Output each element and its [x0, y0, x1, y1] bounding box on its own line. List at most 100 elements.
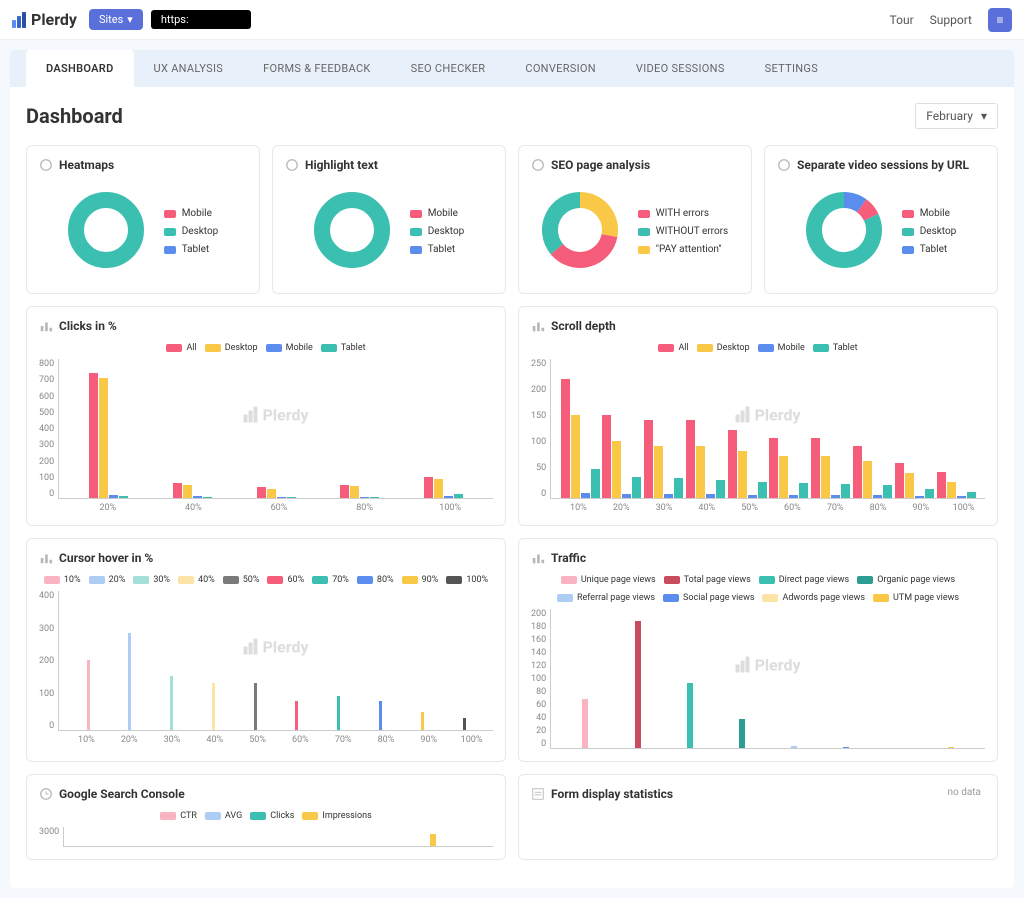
plot	[63, 827, 493, 847]
bar-row-2: Cursor hover in % 10%20%30%40%50%60%70%8…	[26, 538, 998, 762]
card-icon	[531, 551, 545, 565]
legend-item: 90%	[402, 575, 439, 585]
bar	[654, 446, 663, 498]
dashboard-page: Dashboard February ▾ Heatmaps MobileDesk…	[10, 87, 1014, 888]
bar	[821, 456, 830, 498]
legend-item: UTM page views	[873, 593, 959, 603]
legend-item: Tablet	[164, 241, 219, 259]
card-icon	[531, 319, 545, 333]
support-link[interactable]: Support	[930, 13, 972, 27]
legend-item: 80%	[357, 575, 394, 585]
period-value: February	[926, 109, 973, 123]
tab-conv[interactable]: CONVERSION	[505, 50, 616, 87]
legend-item: WITH errors	[638, 205, 728, 223]
bar-group	[360, 701, 402, 730]
clicks-card: Clicks in % AllDesktopMobileTablet 80070…	[26, 306, 506, 526]
bar	[706, 494, 715, 498]
legend-item: Mobile	[902, 205, 957, 223]
plot: Plerdy	[550, 359, 985, 499]
card-title: Cursor hover in %	[39, 551, 493, 565]
legend-item: Tablet	[321, 343, 366, 353]
chart-area: 3000	[39, 827, 493, 847]
bar	[791, 746, 797, 748]
legend-item: 60%	[267, 575, 304, 585]
bar	[738, 451, 747, 498]
legend-item: 10%	[44, 575, 81, 585]
legend-item: CTR	[160, 811, 197, 821]
y-axis: 200180160140120100806040200	[531, 609, 550, 749]
site-url-field[interactable]: https:	[151, 10, 251, 29]
bar	[193, 496, 202, 498]
legend-item: Referral page views	[557, 593, 655, 603]
bar	[739, 719, 745, 748]
bar	[99, 378, 108, 498]
legend-item: Mobile	[266, 343, 313, 353]
form-icon	[531, 787, 545, 801]
bar	[895, 463, 904, 498]
card-title: Heatmaps	[39, 158, 247, 172]
bar-group	[276, 701, 318, 730]
chart-legend: AllDesktopMobileTablet	[531, 343, 985, 353]
bar	[454, 494, 463, 498]
bar-group	[716, 719, 768, 748]
donut-legend: MobileDesktopTablet	[410, 205, 465, 259]
donut-legend: MobileDesktopTablet	[164, 205, 219, 259]
bar	[337, 696, 340, 730]
bar	[183, 485, 192, 498]
legend-item: Adwords page views	[762, 593, 865, 603]
tour-link[interactable]: Tour	[890, 13, 914, 27]
bar	[716, 480, 725, 498]
legend-item: All	[166, 343, 196, 353]
legend-item: Tablet	[902, 241, 957, 259]
bar	[561, 379, 570, 498]
bar-group	[768, 438, 810, 498]
legend-item: Mobile	[758, 343, 805, 353]
tab-settings[interactable]: SETTINGS	[745, 50, 838, 87]
bar	[948, 747, 954, 748]
card-title: Highlight text	[285, 158, 493, 172]
scroll-card: Scroll depth AllDesktopMobileTablet 2502…	[518, 306, 998, 526]
legend-item: 20%	[89, 575, 126, 585]
tab-seo[interactable]: SEO CHECKER	[391, 50, 506, 87]
tab-dashboard[interactable]: DASHBOARD	[26, 50, 134, 87]
bar-row-1: Clicks in % AllDesktopMobileTablet 80070…	[26, 306, 998, 526]
gsc-card: Google Search Console CTRAVGClicksImpres…	[26, 774, 506, 860]
donut-row: Heatmaps MobileDesktopTablet Highlight t…	[26, 145, 998, 294]
legend-item: 70%	[312, 575, 349, 585]
bar-group	[401, 477, 485, 498]
plot: Plerdy	[58, 591, 493, 731]
card-icon	[39, 158, 53, 172]
card-icon	[777, 158, 791, 172]
bar-group	[151, 483, 235, 498]
bar	[853, 446, 862, 498]
traffic-card: Traffic Unique page viewsTotal page view…	[518, 538, 998, 762]
tab-forms[interactable]: FORMS & FEEDBACK	[243, 50, 391, 87]
seo-card: SEO page analysis WITH errorsWITHOUT err…	[518, 145, 752, 294]
donut-legend: MobileDesktopTablet	[902, 205, 957, 259]
legend-item: 50%	[223, 575, 260, 585]
bar	[758, 482, 767, 498]
bar-row-3: Google Search Console CTRAVGClicksImpres…	[26, 774, 998, 860]
x-axis: 10%20%30%40%50%60%70%80%90%100%	[531, 503, 985, 513]
bar-group	[234, 487, 318, 498]
legend-item: Clicks	[250, 811, 294, 821]
bar-group	[810, 438, 852, 498]
bar	[257, 487, 266, 498]
tab-ux[interactable]: UX ANALYSIS	[134, 50, 244, 87]
y-axis: 3000	[39, 827, 63, 847]
chart-area: 200180160140120100806040200 Plerdy	[531, 609, 985, 749]
bar-group	[234, 683, 276, 730]
bar	[119, 496, 128, 498]
sites-dropdown[interactable]: Sites ▾	[89, 9, 143, 30]
bar	[831, 495, 840, 498]
period-select[interactable]: February ▾	[915, 103, 998, 129]
bar	[748, 495, 757, 498]
bar-group	[611, 621, 663, 748]
bar	[686, 420, 695, 498]
chevron-down-icon: ▾	[981, 109, 987, 123]
legend-item: 30%	[133, 575, 170, 585]
tab-video[interactable]: VIDEO SESSIONS	[616, 50, 745, 87]
bar-group	[318, 696, 360, 730]
menu-button[interactable]: ≡	[988, 8, 1012, 32]
legend-item: Mobile	[164, 205, 219, 223]
